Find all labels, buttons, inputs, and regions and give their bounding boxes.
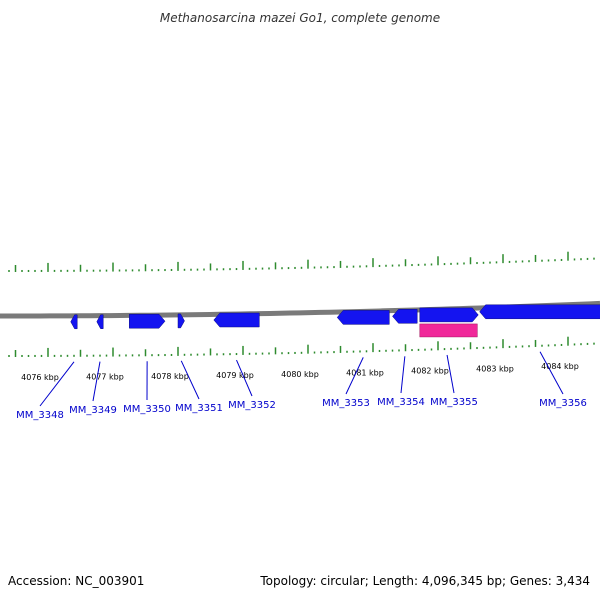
gene-leader-line	[400, 356, 406, 394]
gene-label[interactable]: MM_3353	[322, 398, 370, 409]
kbp-label: 4084 kbp	[541, 362, 579, 371]
gene-mm-3349[interactable]	[96, 314, 104, 329]
gene-leader-line	[345, 357, 364, 395]
gene-label[interactable]: MM_3355	[430, 397, 478, 408]
gene-label[interactable]: MM_3350	[123, 404, 171, 415]
kbp-label: 4081 kbp	[346, 368, 384, 377]
gene-leader-line	[446, 354, 455, 394]
gene-label[interactable]: MM_3352	[228, 400, 276, 411]
gene-label[interactable]: MM_3354	[377, 397, 425, 408]
highlighted-feature[interactable]	[419, 323, 478, 338]
accession-text: Accession: NC_003901	[8, 574, 144, 588]
kbp-scale-labels: 4076 kbp 4077 kbp 4078 kbp 4079 kbp 4080 kbp…	[21, 362, 579, 382]
outer-tick-ring	[8, 251, 595, 272]
gene-leader-line	[236, 359, 253, 397]
gene-mm-3355[interactable]	[419, 307, 479, 323]
kbp-label: 4083 kbp	[476, 364, 514, 373]
gene-leader-line	[539, 351, 564, 395]
kbp-label: 4080 kbp	[281, 370, 319, 379]
kbp-label: 4077 kbp	[86, 373, 124, 382]
gene-mm-3354[interactable]	[392, 309, 418, 324]
gene-label[interactable]: MM_3356	[539, 398, 587, 409]
kbp-label: 4078 kbp	[151, 372, 189, 381]
gene-label[interactable]: MM_3349	[69, 405, 117, 416]
gene-track	[70, 304, 600, 338]
genome-title: Methanosarcina mazei Go1, complete genom…	[160, 11, 440, 25]
gene-mm-3356[interactable]	[479, 304, 600, 320]
gene-label[interactable]: MM_3348	[16, 410, 64, 421]
gene-labels: MM_3348 MM_3349 MM_3350 MM_3351 MM_3352 MM_33…	[16, 351, 587, 421]
gene-leader-line	[39, 361, 75, 407]
gene-mm-3348[interactable]	[70, 314, 78, 330]
kbp-label: 4076 kbp	[21, 373, 59, 382]
topology-text: Topology: circular; Length: 4,096,345 bp…	[259, 574, 590, 588]
gene-mm-3353[interactable]	[336, 310, 390, 325]
gene-mm-3350[interactable]	[129, 313, 166, 329]
kbp-label: 4082 kbp	[411, 367, 449, 376]
gene-mm-3351[interactable]	[177, 313, 185, 329]
kbp-label: 4079 kbp	[216, 371, 254, 380]
gene-leader-line	[180, 360, 200, 400]
gene-mm-3352[interactable]	[213, 312, 260, 328]
gene-leader-line	[92, 361, 101, 402]
gene-label[interactable]: MM_3351	[175, 403, 223, 414]
inner-tick-ring	[8, 336, 595, 357]
